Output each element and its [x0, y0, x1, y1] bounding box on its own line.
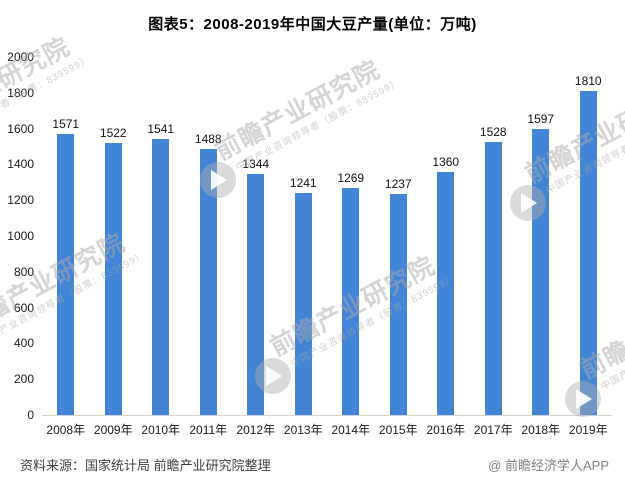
x-tick-label: 2018年 — [521, 423, 561, 437]
y-tick-label: 0 — [27, 408, 34, 422]
bar-column: 1360 — [422, 155, 470, 415]
bar-value-label: 1528 — [479, 124, 507, 139]
bar-column: 1488 — [185, 132, 233, 415]
x-tick-label: 2010年 — [141, 423, 181, 437]
bar — [342, 187, 360, 415]
bar-column: 1237 — [375, 177, 423, 415]
bar — [294, 192, 312, 415]
bar — [579, 91, 597, 415]
y-axis: 0 200 400 600 800 1000 1200 1400 1600 1800 2000 — [0, 50, 34, 422]
x-tick-label: 2019年 — [568, 423, 608, 437]
y-tick-label: 200 — [13, 372, 34, 387]
y-tick-label: 400 — [13, 336, 34, 351]
bar-value-label: 1597 — [527, 112, 555, 127]
plot-area: 1571 1522 1541 1488 1344 1241 1269 1237 1360 1528… — [42, 57, 612, 416]
x-tick-label: 2016年 — [426, 423, 466, 437]
y-tick-label: 1200 — [7, 193, 34, 208]
bar — [484, 141, 502, 415]
bar-column: 1522 — [90, 126, 138, 415]
bar-column: 1541 — [137, 122, 185, 415]
y-tick-label: 1600 — [7, 121, 34, 136]
x-axis: 2008年 2009年 2010年 2011年 2012年 2013年 2014年 2015年… — [42, 421, 612, 438]
x-tick-label: 2013年 — [283, 423, 323, 437]
bar-value-label: 1522 — [99, 125, 127, 140]
y-tick-label: 1800 — [7, 85, 34, 100]
x-tick-label: 2017年 — [473, 423, 513, 437]
bar — [437, 171, 455, 415]
x-tick-label: 2015年 — [378, 423, 418, 437]
bar-value-label: 1269 — [337, 170, 365, 185]
bar — [152, 139, 170, 415]
bar-value-label: 1541 — [147, 122, 175, 137]
y-tick-label: 1000 — [7, 229, 34, 243]
x-tick-label: 2014年 — [331, 423, 371, 437]
bar-column: 1344 — [232, 157, 280, 415]
bar — [199, 148, 217, 415]
bar-column: 1269 — [327, 171, 375, 415]
bar — [247, 174, 265, 415]
bar — [104, 142, 122, 415]
x-tick-label: 2012年 — [236, 423, 276, 437]
bar-column: 1810 — [565, 74, 613, 415]
bar-column: 1528 — [470, 124, 518, 415]
bar-value-label: 1241 — [289, 175, 317, 190]
bar-value-label: 1344 — [242, 157, 270, 172]
x-tick-label: 2011年 — [189, 423, 228, 437]
y-tick-label: 2000 — [7, 50, 34, 64]
bar — [532, 129, 550, 415]
chart-title: 图表5：2008-2019年中国大豆产量(单位：万吨) — [148, 16, 477, 33]
footer: 资料来源：国家统计局 前瞻产业研究院整理 @ 前瞻经济学人APP — [20, 455, 609, 474]
y-tick-label: 1400 — [7, 157, 34, 172]
attribution: @ 前瞻经济学人APP — [488, 458, 609, 473]
bar — [57, 133, 75, 415]
bar-value-label: 1237 — [384, 176, 412, 191]
bar-value-label: 1488 — [194, 131, 222, 146]
bar — [389, 193, 407, 415]
y-tick-label: 600 — [13, 300, 34, 315]
bar-value-label: 1360 — [432, 154, 460, 169]
source-note: 资料来源：国家统计局 前瞻产业研究院整理 — [20, 458, 271, 473]
x-tick-label: 2009年 — [93, 423, 133, 437]
y-tick-label: 800 — [13, 264, 34, 279]
bar-column: 1241 — [280, 176, 328, 415]
bar-column: 1571 — [42, 117, 90, 415]
x-tick-label: 2008年 — [46, 423, 86, 437]
bar-value-label: 1810 — [574, 74, 602, 88]
bar-column: 1597 — [517, 112, 565, 415]
bar-value-label: 1571 — [52, 116, 80, 131]
